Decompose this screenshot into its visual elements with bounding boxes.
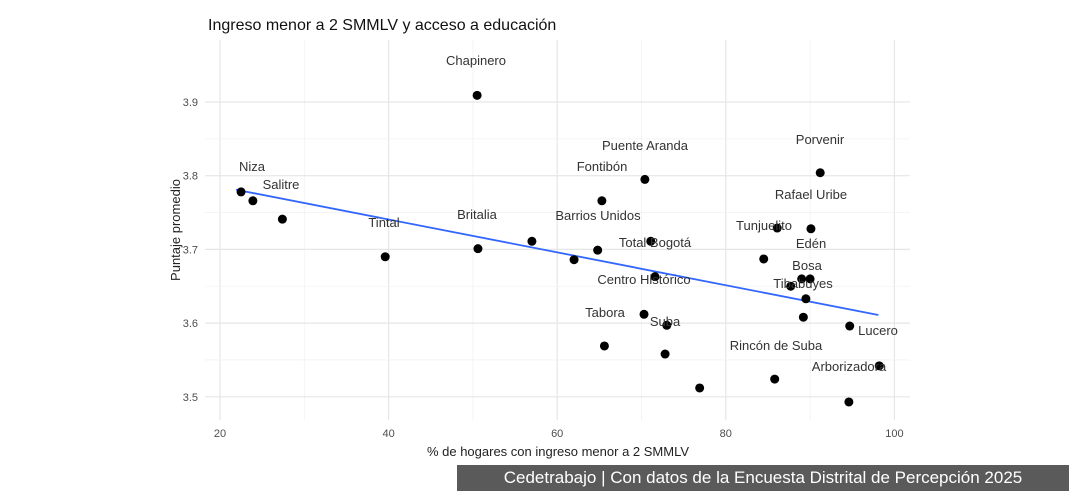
data-point <box>248 196 258 206</box>
data-point <box>874 361 884 371</box>
y-tick-label: 3.8 <box>183 171 198 183</box>
data-point <box>772 223 782 233</box>
point-label: Salitre <box>263 177 300 192</box>
data-point <box>639 309 649 319</box>
point-label: Britalia <box>457 207 498 222</box>
data-point <box>695 383 705 393</box>
data-point <box>472 90 482 100</box>
point-label: Barrios Unidos <box>555 208 641 223</box>
data-point <box>473 244 483 254</box>
data-point <box>662 320 672 330</box>
data-point <box>797 274 807 284</box>
point-label: Fontibón <box>577 159 628 174</box>
point-label: Tibabuyes <box>773 276 833 291</box>
data-point <box>786 281 796 291</box>
point-label: Arborizadora <box>812 359 887 374</box>
data-point <box>599 341 609 351</box>
x-tick-label: 100 <box>885 428 903 440</box>
data-point <box>650 272 660 282</box>
point-label: Puente Aranda <box>602 138 689 153</box>
source-caption: Cedetrabajo | Con datos de la Encuesta D… <box>457 465 1069 491</box>
data-point <box>770 374 780 384</box>
data-point <box>593 245 603 255</box>
point-label: Edén <box>796 236 826 251</box>
y-axis-label: Puntaje promedio <box>168 179 183 281</box>
x-tick-label: 60 <box>551 428 563 440</box>
y-tick-label: 3.7 <box>183 244 198 256</box>
data-point <box>805 274 815 284</box>
data-point <box>277 214 287 224</box>
x-tick-label: 80 <box>720 428 732 440</box>
data-point <box>640 174 650 184</box>
point-label: Chapinero <box>446 53 506 68</box>
data-point <box>845 321 855 331</box>
data-point <box>236 187 246 197</box>
chart-title: Ingreso menor a 2 SMMLV y acceso a educa… <box>208 17 556 34</box>
y-tick-label: 3.5 <box>183 392 198 404</box>
x-tick-label: 20 <box>214 428 226 440</box>
point-label: Lucero <box>858 323 898 338</box>
point-label: Porvenir <box>796 132 845 147</box>
data-point <box>646 236 656 246</box>
point-label: Tunjuelito <box>736 218 792 233</box>
data-point <box>527 236 537 246</box>
data-point <box>844 397 854 407</box>
y-tick-label: 3.6 <box>183 318 198 330</box>
data-point <box>380 252 390 262</box>
data-point <box>660 349 670 359</box>
point-label: Suba <box>650 314 681 329</box>
point-label: Centro Histórico <box>597 272 690 287</box>
data-point <box>569 255 579 265</box>
data-point <box>597 196 607 206</box>
data-point <box>798 312 808 322</box>
trend-line <box>235 188 879 316</box>
point-label: Tintal <box>368 215 399 230</box>
point-label: Rafael Uribe <box>775 187 847 202</box>
x-axis-label: % de hogares con ingreso menor a 2 SMMLV <box>427 444 689 459</box>
y-tick-label: 3.9 <box>183 97 198 109</box>
point-label: Bosa <box>792 258 822 273</box>
x-tick-label: 40 <box>382 428 394 440</box>
point-label: Niza <box>239 159 266 174</box>
data-point <box>806 224 816 234</box>
point-label: Total Bogotá <box>619 235 692 250</box>
data-point <box>801 294 811 304</box>
data-point <box>815 168 825 178</box>
point-label: Rincón de Suba <box>730 338 823 353</box>
data-point <box>759 254 769 264</box>
point-label: Tabora <box>585 305 626 320</box>
